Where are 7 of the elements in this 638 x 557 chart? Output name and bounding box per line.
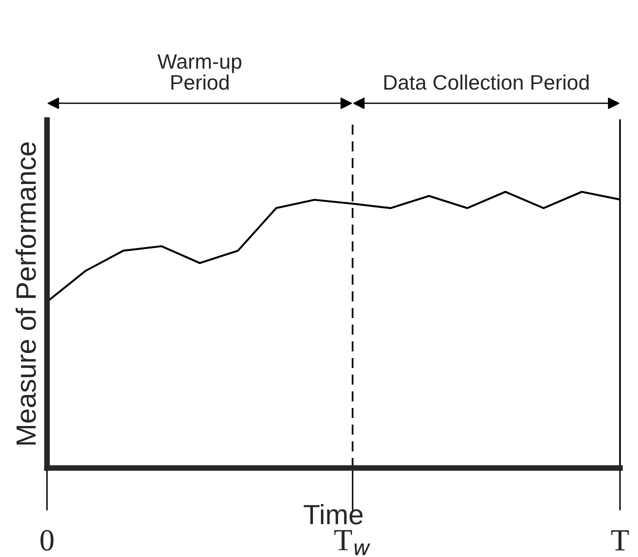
x-tick-label: T$_{w}$ <box>334 530 370 556</box>
text: Data Collection Period <box>384 74 589 90</box>
y-axis-title: Measure of Performance <box>16 142 36 445</box>
x-tick-label: 0 <box>40 530 54 551</box>
x-tick-label: T <box>611 530 629 550</box>
text: Warm-up Period <box>157 54 242 90</box>
x-axis-title: Time <box>304 504 363 524</box>
